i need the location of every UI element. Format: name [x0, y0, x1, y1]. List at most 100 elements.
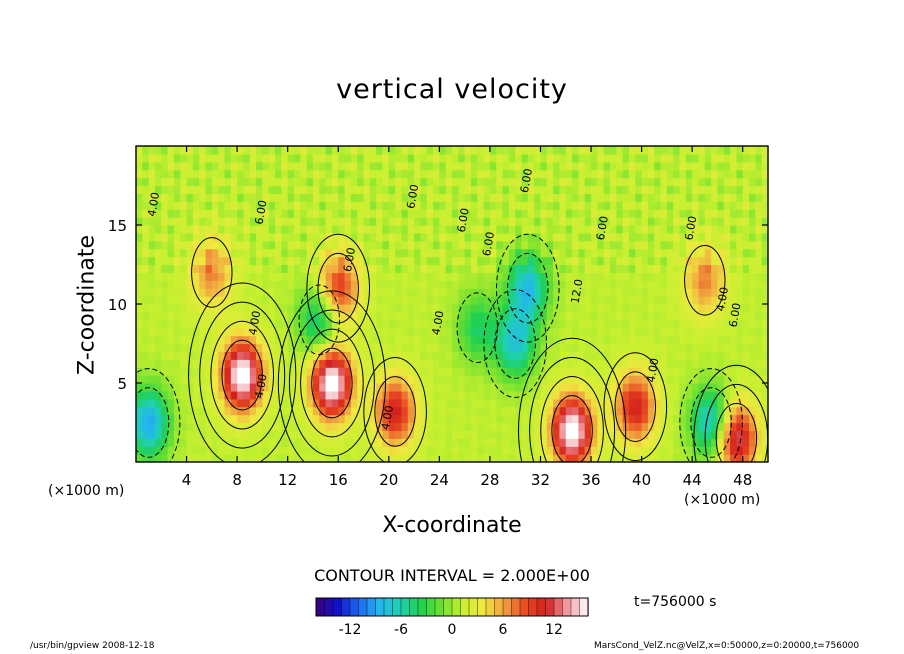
field-cell — [572, 390, 579, 400]
field-cell — [628, 367, 636, 376]
field-cell — [527, 351, 535, 360]
field-cell — [489, 153, 497, 163]
field-cell — [698, 225, 706, 234]
field-cell — [192, 296, 200, 305]
field-cell — [199, 414, 207, 424]
field-cell — [268, 272, 276, 281]
field-cell — [546, 383, 554, 392]
field-cell — [439, 351, 447, 360]
field-cell — [136, 169, 143, 179]
field-cell — [136, 240, 143, 250]
field-cell — [224, 446, 232, 455]
field-cell — [243, 169, 251, 179]
field-cell — [742, 177, 750, 187]
field-cell — [584, 209, 592, 218]
field-cell — [376, 319, 384, 329]
field-cell — [420, 153, 428, 163]
field-cell — [287, 304, 295, 313]
field-cell — [306, 240, 314, 250]
field-cell — [483, 454, 491, 462]
field-cell — [376, 414, 384, 424]
field-cell — [319, 335, 327, 345]
field-cell — [294, 430, 301, 439]
field-cell — [388, 193, 396, 202]
field-cell — [192, 383, 200, 392]
field-cell — [142, 375, 150, 384]
field-cell — [666, 430, 674, 439]
field-cell — [300, 177, 308, 187]
field-cell — [534, 169, 542, 179]
field-cell — [527, 327, 535, 337]
field-cell — [761, 359, 768, 368]
field-cell — [534, 304, 542, 313]
field-cell — [647, 225, 655, 234]
field-cell — [584, 280, 592, 289]
field-cell — [540, 414, 548, 424]
field-cell — [357, 209, 365, 218]
field-cell — [420, 146, 428, 155]
field-cell — [711, 185, 719, 194]
field-cell — [192, 367, 200, 376]
colorbar-frame — [315, 597, 589, 617]
field-cell — [218, 446, 226, 455]
field-cell — [268, 193, 276, 202]
colorbar-segment — [400, 597, 411, 617]
field-cell — [173, 193, 181, 202]
field-cell — [666, 272, 674, 281]
field-cell — [395, 193, 403, 202]
field-cell — [452, 161, 459, 171]
field-cell — [546, 430, 554, 439]
field-cell — [521, 296, 529, 305]
field-cell — [521, 304, 529, 313]
field-cell — [154, 359, 162, 368]
field-cell — [502, 201, 510, 210]
field-cell — [268, 327, 276, 337]
field-cell — [331, 327, 339, 337]
field-cell — [148, 390, 156, 400]
field-cell — [622, 390, 630, 400]
field-cell — [515, 311, 523, 321]
colorbar-segment — [460, 597, 470, 617]
field-cell — [717, 335, 725, 345]
field-cell — [660, 367, 668, 376]
field-cell — [717, 217, 725, 226]
field-cell — [180, 375, 188, 384]
field-cell — [180, 153, 188, 163]
field-cell — [641, 272, 649, 281]
field-cell — [256, 359, 263, 368]
field-cell — [237, 430, 245, 439]
field-cell — [616, 153, 624, 163]
field-cell — [256, 272, 263, 281]
field-cell — [243, 398, 251, 408]
field-cell — [515, 146, 523, 155]
field-cell — [325, 327, 333, 337]
contour-line — [311, 347, 353, 419]
field-cell — [388, 201, 396, 210]
field-cell — [546, 264, 554, 273]
field-cell — [142, 201, 150, 210]
field-cell — [237, 264, 245, 273]
field-cell — [363, 288, 371, 297]
field-cell — [224, 185, 232, 194]
field-cell — [458, 367, 466, 376]
field-cell — [660, 327, 668, 337]
field-cell — [224, 454, 232, 462]
field-cell — [749, 383, 756, 392]
field-cell — [142, 177, 150, 187]
field-cell — [628, 248, 636, 258]
field-cell — [647, 288, 655, 297]
field-cell — [698, 248, 706, 258]
field-cell — [230, 248, 238, 258]
field-cell — [369, 169, 377, 179]
field-cell — [489, 406, 497, 416]
field-cell — [452, 319, 459, 329]
field-cell — [319, 398, 327, 408]
field-cell — [736, 430, 744, 439]
field-cell — [565, 225, 573, 234]
field-cell — [205, 209, 213, 218]
field-cell — [761, 248, 768, 258]
field-cell — [483, 398, 491, 408]
field-cell — [230, 446, 238, 455]
field-cell — [395, 272, 403, 281]
field-cell — [395, 422, 403, 431]
